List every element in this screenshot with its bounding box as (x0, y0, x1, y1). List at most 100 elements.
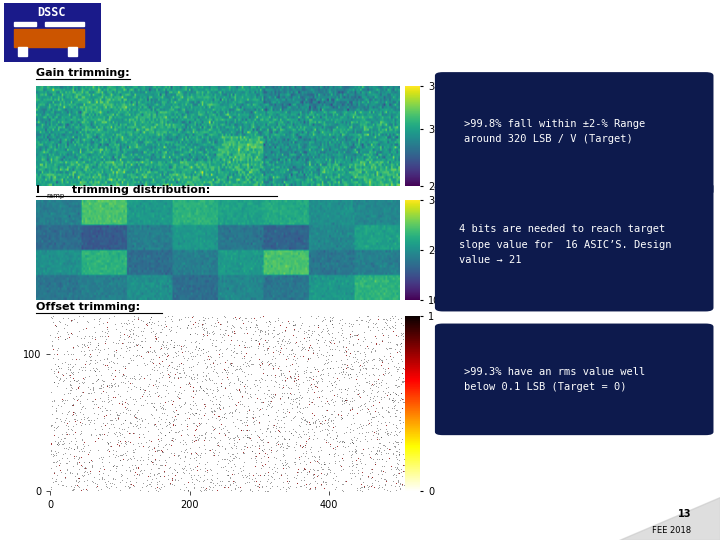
Point (272, 425, 284, 434)
Point (49, 360, 60, 368)
Point (162, 349, 174, 357)
Point (395, 339, 407, 348)
Point (60, 474, 71, 483)
Point (176, 348, 187, 357)
Point (55, 374, 66, 382)
Point (311, 393, 323, 401)
Point (183, 431, 194, 440)
Point (166, 363, 178, 372)
Point (354, 349, 366, 357)
Point (305, 353, 316, 362)
Point (73, 477, 84, 486)
Point (273, 474, 284, 483)
Point (176, 342, 187, 350)
Point (86, 463, 98, 471)
Point (64, 386, 76, 394)
Point (169, 476, 181, 484)
Point (48, 397, 60, 406)
Point (217, 413, 228, 422)
Point (333, 346, 344, 354)
Point (204, 446, 216, 455)
Point (324, 312, 336, 321)
Point (71, 443, 83, 451)
Point (312, 335, 324, 344)
Point (277, 478, 289, 487)
Point (337, 342, 348, 350)
Point (81, 341, 92, 349)
Point (88, 400, 99, 408)
Point (377, 369, 389, 378)
Point (225, 434, 236, 442)
Point (384, 487, 396, 496)
Point (400, 481, 412, 489)
Point (369, 376, 380, 385)
Point (154, 360, 166, 369)
Point (363, 471, 374, 480)
Point (269, 358, 281, 367)
Point (289, 320, 301, 329)
Point (245, 485, 256, 494)
Point (312, 447, 324, 456)
Point (272, 337, 284, 346)
Point (396, 376, 408, 385)
Point (256, 375, 267, 383)
Point (283, 383, 294, 391)
Point (127, 452, 139, 461)
Point (298, 475, 310, 484)
Point (276, 431, 287, 440)
Text: Offset trimming:: Offset trimming: (36, 302, 140, 312)
Point (310, 453, 321, 461)
Point (391, 348, 402, 356)
Point (80, 360, 91, 368)
Point (309, 400, 320, 408)
Point (282, 405, 293, 414)
Point (174, 388, 185, 396)
Point (251, 415, 262, 424)
Point (392, 332, 404, 341)
Point (255, 373, 266, 382)
Point (356, 429, 368, 437)
Point (194, 381, 205, 390)
Point (276, 370, 287, 379)
Point (390, 420, 402, 429)
Point (354, 436, 365, 445)
Point (360, 344, 372, 353)
Point (331, 392, 343, 401)
Point (268, 343, 279, 352)
Point (185, 471, 197, 480)
Point (290, 397, 302, 406)
Point (230, 433, 241, 441)
Point (281, 339, 292, 348)
Point (243, 433, 255, 441)
Point (183, 413, 194, 422)
Point (258, 447, 269, 455)
Point (341, 423, 353, 431)
Point (213, 353, 225, 362)
Point (187, 396, 199, 405)
Point (181, 355, 192, 364)
Point (284, 361, 296, 369)
Point (376, 454, 387, 463)
Point (397, 423, 408, 432)
Point (76, 436, 88, 444)
Point (136, 343, 148, 352)
Point (371, 382, 382, 390)
Point (230, 485, 241, 494)
Point (233, 454, 244, 462)
Point (364, 393, 376, 402)
Point (146, 458, 158, 467)
Point (234, 397, 246, 406)
Point (336, 414, 348, 422)
Point (130, 383, 142, 391)
Point (195, 413, 207, 422)
Point (242, 431, 253, 440)
Point (84, 346, 95, 355)
Point (179, 409, 191, 418)
Point (302, 357, 313, 366)
Point (199, 434, 211, 442)
Point (46, 341, 58, 350)
Point (289, 350, 301, 359)
Point (254, 326, 266, 335)
Point (282, 393, 294, 401)
Point (209, 450, 220, 459)
